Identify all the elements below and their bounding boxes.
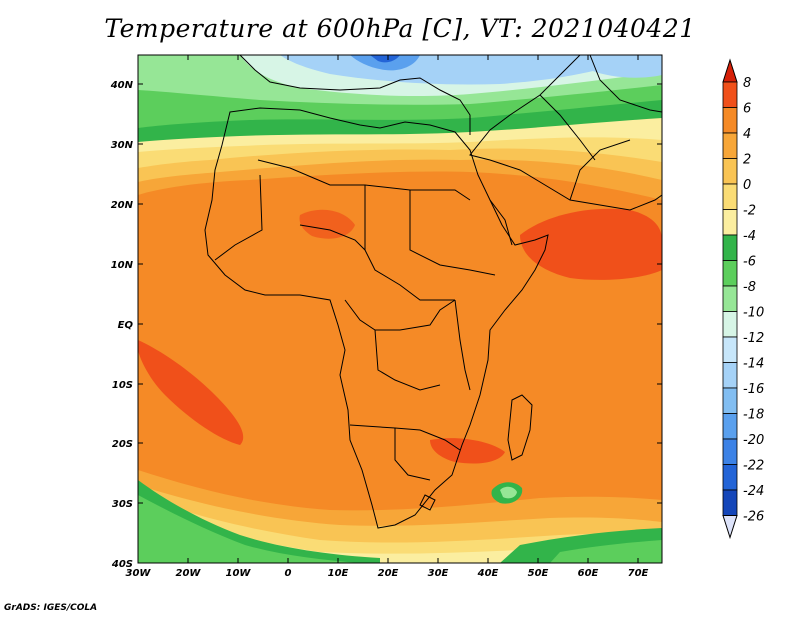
colorbar: 8 6 4 2 0 -2 -4 -6 -8 -10 -12 -14 -16 -18 -20 -22 -24 -26 — [722, 58, 764, 540]
border-east-lakes — [454, 299, 471, 391]
field-band-light-green-south-west — [138, 495, 360, 563]
colorbar-segment — [722, 81, 738, 108]
colorbar-segment — [722, 438, 738, 465]
colorbar-tick-label: 8 — [743, 76, 751, 91]
field-core-very-warm-mozambique — [430, 438, 505, 464]
colorbar-tick-label: -14 — [743, 357, 764, 372]
border-central-4 — [374, 329, 441, 391]
border-central-1 — [364, 185, 455, 301]
field-band-blue-north — [350, 55, 420, 71]
lon-label-60e: 60E — [578, 568, 599, 579]
border-iran — [589, 55, 662, 113]
lon-label-70e: 70E — [628, 568, 649, 579]
colorbar-segment — [722, 489, 738, 516]
field-band-dark-blue-north — [370, 55, 400, 63]
field-core-very-warm-sahel — [299, 209, 355, 239]
colorbar-segment — [722, 336, 738, 363]
lat-label-40s: 40S — [111, 559, 133, 570]
border-iraq — [539, 94, 596, 161]
colorbar-segment — [722, 387, 738, 414]
border-central-3 — [344, 299, 456, 331]
colorbar-tick-label: 0 — [743, 178, 751, 193]
colorbar-upper-arrow — [722, 58, 738, 83]
coastline-mediterranean-north — [239, 55, 471, 135]
lon-label-0: 0 — [285, 568, 292, 579]
colorbar-tick-label: -2 — [743, 204, 756, 219]
colorbar-tick-label: -22 — [743, 459, 764, 474]
colorbar-tick-label: 4 — [743, 127, 751, 142]
longitude-axis: 30W 20W 10W 0 10E 20E 30E 40E 50E 60E 70… — [126, 55, 649, 579]
plot-frame — [137, 54, 663, 564]
lat-label-10s: 10S — [112, 380, 133, 391]
field-band-light-green-south-east — [550, 540, 662, 563]
lon-label-20w: 20W — [176, 568, 202, 579]
colorbar-segment — [722, 107, 738, 134]
colorbar-segment — [722, 209, 738, 236]
colorbar-lower-arrow — [722, 515, 738, 540]
map-title: Temperature at 600hPa [C], VT: 202104042… — [104, 14, 696, 43]
colorbar-segment — [722, 311, 738, 338]
lon-label-10w: 10W — [226, 568, 252, 579]
colorbar-tick-label: -10 — [743, 306, 764, 321]
colorbar-segment — [722, 132, 738, 159]
coastline-madagascar — [507, 394, 533, 461]
field-patch-light-blue-ne — [560, 55, 662, 78]
colorbar-tick-label: -8 — [743, 280, 756, 295]
colorbar-segment — [722, 158, 738, 185]
field-core-very-warm-south-atlantic — [138, 340, 244, 445]
grads-credit: GrADS: IGES/COLA — [4, 603, 98, 613]
colorbar-segment — [722, 183, 738, 210]
colorbar-tick-label: -12 — [743, 331, 764, 346]
lat-label-20n: 20N — [111, 200, 134, 211]
lat-label-40n: 40N — [110, 80, 134, 91]
border-lesotho — [419, 494, 436, 511]
lat-label-10n: 10N — [111, 260, 134, 271]
lat-label-20s: 20S — [112, 439, 133, 450]
colorbar-segment — [722, 285, 738, 312]
colorbar-segment — [722, 413, 738, 440]
field-core-very-warm-arabian-sea — [520, 208, 662, 280]
lat-label-eq: EQ — [118, 320, 134, 331]
colorbar-tick-label: -16 — [743, 382, 764, 397]
temperature-field — [138, 55, 662, 563]
lon-label-40e: 40E — [477, 568, 499, 579]
coastline-africa — [204, 107, 549, 529]
colorbar-segment — [722, 464, 738, 491]
lon-label-10e: 10E — [328, 568, 349, 579]
lat-label-30s: 30S — [112, 499, 133, 510]
colorbar-segment — [722, 260, 738, 287]
border-south-1 — [349, 424, 461, 451]
colorbar-tick-label: -26 — [743, 510, 764, 525]
colorbar-tick-label: 6 — [743, 102, 751, 117]
lon-label-20e: 20E — [378, 568, 399, 579]
field-patch-pale-green-indian-ocean — [500, 486, 517, 499]
coastline-middle-east — [469, 55, 662, 211]
colorbar-tick-label: -24 — [743, 484, 764, 499]
border-central-2 — [409, 190, 496, 276]
border-west-2 — [299, 224, 366, 251]
colorbar-segment — [722, 362, 738, 389]
colorbar-tick-label: -20 — [743, 433, 764, 448]
lat-label-30n: 30N — [111, 140, 134, 151]
border-arabia — [569, 139, 631, 201]
latitude-axis: 40N 30N 20N 10N EQ 10S 20S 30S 40S — [110, 80, 662, 570]
border-west-1 — [214, 174, 263, 261]
colorbar-tick-label: -4 — [743, 229, 756, 244]
colorbar-tick-label: -18 — [743, 408, 764, 423]
lon-label-30e: 30E — [428, 568, 449, 579]
coastlines-and-borders — [204, 55, 662, 529]
border-horn — [489, 199, 513, 246]
colorbar-segment — [722, 234, 738, 261]
border-south-2 — [394, 428, 431, 481]
lon-label-30w: 30W — [126, 568, 152, 579]
colorbar-tick-label: -6 — [743, 255, 756, 270]
lon-label-50e: 50E — [528, 568, 549, 579]
colorbar-tick-label: 2 — [743, 153, 751, 168]
